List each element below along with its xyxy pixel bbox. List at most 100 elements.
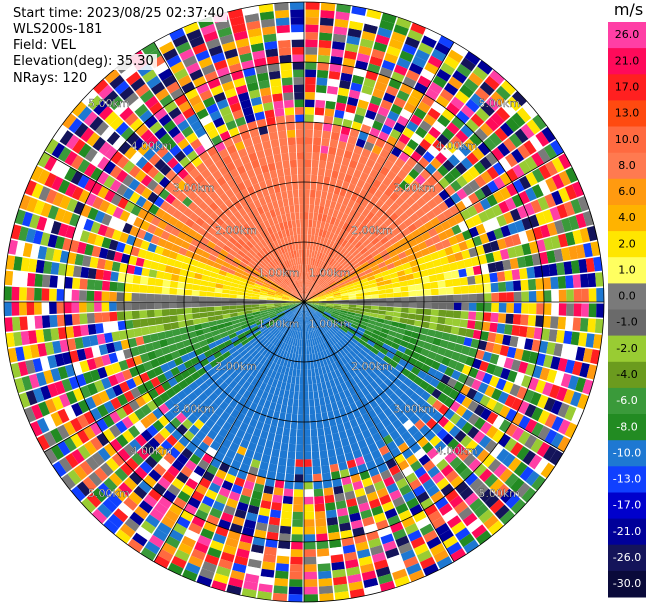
velocity-gate [313, 250, 318, 259]
velocity-gate [169, 280, 179, 288]
velocity-gate [481, 273, 491, 284]
velocity-gate [343, 262, 351, 269]
velocity-gate [237, 288, 246, 293]
velocity-gate [330, 283, 338, 289]
velocity-gate [319, 25, 333, 34]
velocity-gate [319, 32, 333, 41]
velocity-gate [307, 227, 312, 235]
velocity-gate [176, 191, 187, 203]
velocity-gate [244, 310, 253, 315]
velocity-gate [297, 257, 301, 265]
velocity-gate [456, 110, 470, 124]
velocity-gate [156, 145, 169, 159]
velocity-gate [266, 226, 274, 235]
velocity-gate [277, 274, 284, 281]
velocity-gate [379, 249, 389, 257]
velocity-gate [177, 119, 190, 132]
velocity-gate [416, 185, 427, 197]
velocity-gate [311, 300, 319, 302]
velocity-gate [475, 107, 490, 122]
velocity-gate [382, 227, 392, 236]
velocity-gate [131, 302, 140, 311]
velocity-gate [424, 28, 441, 42]
velocity-gate [384, 258, 394, 266]
velocity-gate [283, 99, 294, 108]
velocity-gate [505, 117, 520, 133]
velocity-gate [418, 263, 428, 271]
velocity-gate [233, 175, 243, 185]
velocity-gate [480, 264, 490, 274]
velocity-gate [239, 52, 253, 63]
velocity-gate [320, 282, 328, 288]
velocity-gate [304, 219, 309, 228]
velocity-gate [333, 273, 341, 280]
velocity-gate [276, 123, 286, 132]
velocity-gate [459, 277, 469, 286]
velocity-gate [272, 146, 281, 156]
velocity-gate [496, 238, 507, 250]
velocity-gate [383, 92, 396, 104]
velocity-gate [565, 184, 578, 200]
velocity-gate [187, 179, 199, 190]
velocity-gate [492, 250, 503, 262]
velocity-gate [71, 101, 87, 117]
velocity-gate [125, 273, 134, 284]
velocity-gate [341, 295, 349, 299]
velocity-gate [187, 244, 198, 253]
velocity-gate [404, 207, 415, 217]
velocity-gate [288, 259, 293, 267]
velocity-gate [461, 196, 473, 209]
velocity-gate [311, 265, 316, 274]
velocity-gate [259, 221, 267, 231]
velocity-gate [146, 309, 155, 318]
velocity-gate [513, 280, 522, 291]
velocity-gate [453, 149, 466, 162]
velocity-gate [467, 166, 480, 179]
velocity-gate [129, 118, 144, 132]
velocity-gate [219, 212, 229, 222]
velocity-gate [384, 283, 393, 290]
velocity-gate [327, 85, 338, 95]
velocity-gate [237, 311, 246, 316]
velocity-gate [334, 263, 342, 271]
velocity-gate [298, 182, 304, 190]
velocity-gate [492, 190, 505, 204]
velocity-gate [101, 291, 110, 301]
velocity-gate [305, 69, 317, 78]
velocity-gate [37, 152, 51, 168]
velocity-gate [178, 100, 192, 113]
velocity-gate [402, 127, 415, 139]
velocity-gate [396, 115, 409, 127]
velocity-gate [387, 153, 398, 164]
velocity-gate [235, 116, 247, 127]
velocity-gate [326, 299, 334, 301]
velocity-gate [231, 70, 244, 81]
velocity-gate [129, 98, 144, 112]
velocity-gate [266, 300, 274, 302]
velocity-gate [173, 68, 189, 81]
colorbar-tick-label: -30.0 [613, 577, 641, 590]
velocity-gate [451, 243, 461, 254]
velocity-gate [267, 186, 275, 195]
velocity-gate [307, 242, 311, 250]
velocity-gate [280, 254, 286, 262]
velocity-gate [120, 253, 131, 264]
velocity-gate [374, 218, 384, 228]
velocity-gate [371, 298, 379, 302]
velocity-gate [415, 174, 426, 186]
velocity-gate [425, 88, 439, 101]
velocity-gate [103, 175, 116, 189]
velocity-gate [367, 257, 376, 265]
velocity-gate [194, 144, 206, 156]
velocity-gate [405, 273, 414, 281]
velocity-gate [308, 280, 313, 288]
velocity-gate [112, 206, 124, 219]
velocity-gate [245, 74, 258, 85]
velocity-gate [267, 63, 280, 73]
velocity-gate [401, 227, 411, 237]
velocity-gate [460, 157, 473, 170]
velocity-gate [269, 170, 278, 179]
velocity-gate [304, 167, 312, 175]
velocity-gate [26, 197, 38, 213]
colorbar-tick-label: -1.0 [616, 316, 637, 329]
